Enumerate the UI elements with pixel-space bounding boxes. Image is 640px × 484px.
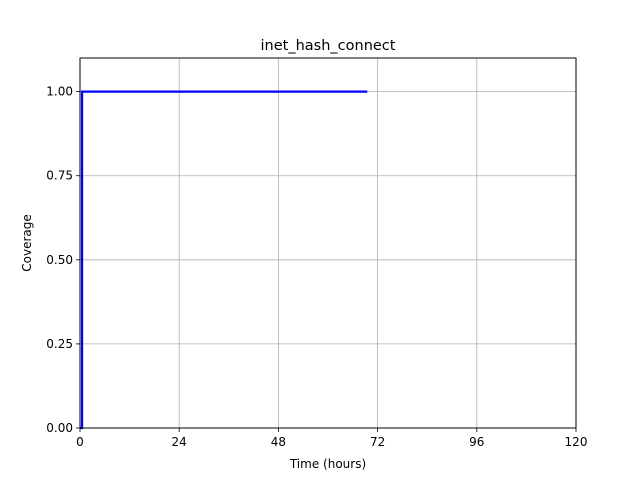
y-axis-label: Coverage bbox=[20, 214, 34, 272]
chart-title: inet_hash_connect bbox=[261, 38, 396, 54]
x-axis-label: Time (hours) bbox=[289, 457, 366, 471]
y-tick-label: 0.25 bbox=[46, 337, 73, 351]
x-tick-label: 24 bbox=[172, 435, 187, 449]
y-tick-label: 0.75 bbox=[46, 169, 73, 183]
x-tick-label: 96 bbox=[469, 435, 484, 449]
y-axis-ticks: 0.00 0.25 0.50 0.75 1.00 bbox=[46, 85, 80, 435]
y-tick-label: 0.00 bbox=[46, 421, 73, 435]
y-tick-label: 0.50 bbox=[46, 253, 73, 267]
plot-frame bbox=[79, 57, 577, 429]
x-tick-label: 0 bbox=[76, 435, 84, 449]
y-tick-label: 1.00 bbox=[46, 85, 73, 99]
plot-area bbox=[80, 58, 576, 428]
x-tick-label: 72 bbox=[370, 435, 385, 449]
x-tick-label: 48 bbox=[271, 435, 286, 449]
x-tick-label: 120 bbox=[565, 435, 588, 449]
x-axis-ticks: 0 24 48 72 96 120 bbox=[76, 428, 587, 449]
